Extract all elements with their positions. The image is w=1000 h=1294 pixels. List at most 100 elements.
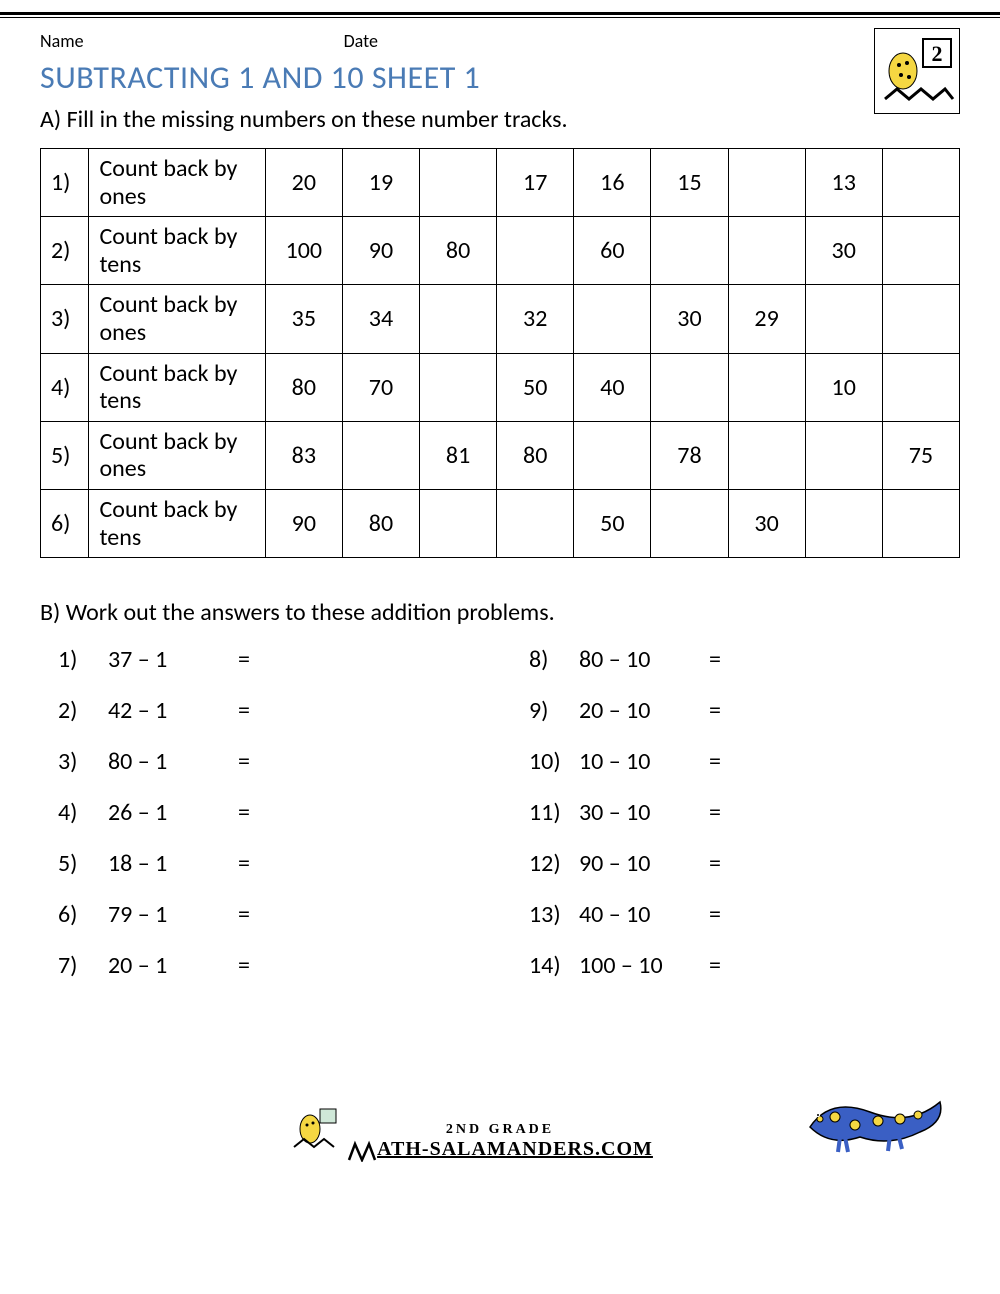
problem-number: 1): [58, 645, 108, 674]
track-cell: 29: [728, 285, 805, 353]
problem-expression: 80 – 10: [579, 645, 709, 674]
row-description: Count back by tens: [89, 353, 265, 421]
table-row: 1)Count back by ones201917161513: [41, 149, 960, 217]
row-description: Count back by ones: [89, 149, 265, 217]
track-cell: 15: [651, 149, 728, 217]
problem-number: 9): [529, 696, 579, 725]
problem-number: 11): [529, 798, 579, 827]
footer-m-icon: [347, 1140, 377, 1162]
track-cell: [420, 285, 497, 353]
track-cell: [420, 353, 497, 421]
equals-sign: =: [238, 696, 262, 725]
equals-sign: =: [709, 696, 733, 725]
problems-columns: 1)37 – 1=2)42 – 1=3)80 – 1=4)26 – 1=5)18…: [40, 645, 960, 1002]
worksheet-page: Name Date SUBTRACTING 1 AND 10 SHEET 1 2…: [0, 26, 1000, 1182]
header: Name Date SUBTRACTING 1 AND 10 SHEET 1 2: [40, 26, 960, 105]
track-cell: [651, 217, 728, 285]
problem-number: 14): [529, 951, 579, 980]
equals-sign: =: [709, 645, 733, 674]
track-cell: [651, 489, 728, 557]
track-cell: [805, 285, 882, 353]
equals-sign: =: [709, 798, 733, 827]
problems-right-column: 8)80 – 10=9)20 – 10=10)10 – 10=11)30 – 1…: [529, 645, 960, 1002]
grade-logo: 2: [874, 28, 960, 114]
problem-row: 14)100 – 10=: [529, 951, 960, 980]
row-description: Count back by tens: [89, 489, 265, 557]
problem-row: 1)37 – 1=: [58, 645, 489, 674]
name-date-row: Name Date: [40, 30, 960, 52]
problem-row: 5)18 – 1=: [58, 849, 489, 878]
track-cell: 30: [728, 489, 805, 557]
equals-sign: =: [238, 645, 262, 674]
equals-sign: =: [709, 900, 733, 929]
table-row: 2)Count back by tens10090806030: [41, 217, 960, 285]
problem-row: 8)80 – 10=: [529, 645, 960, 674]
problem-number: 4): [58, 798, 108, 827]
row-number: 5): [41, 421, 89, 489]
problem-row: 7)20 – 1=: [58, 951, 489, 980]
track-cell: 34: [342, 285, 419, 353]
track-cell: [574, 285, 651, 353]
track-cell: 16: [574, 149, 651, 217]
problem-number: 5): [58, 849, 108, 878]
problem-expression: 18 – 1: [108, 849, 238, 878]
track-cell: 80: [497, 421, 574, 489]
footer-text-block: 2ND GRADE ATH-SALAMANDERS.COM: [347, 1122, 653, 1162]
track-cell: 70: [342, 353, 419, 421]
problem-expression: 40 – 10: [579, 900, 709, 929]
track-cell: [651, 353, 728, 421]
row-description: Count back by tens: [89, 217, 265, 285]
track-cell: 13: [805, 149, 882, 217]
page-footer: 2ND GRADE ATH-SALAMANDERS.COM: [40, 1072, 960, 1162]
footer-site-row: ATH-SALAMANDERS.COM: [347, 1138, 653, 1162]
track-cell: [497, 217, 574, 285]
row-number: 2): [41, 217, 89, 285]
track-cell: 10: [805, 353, 882, 421]
problem-row: 6)79 – 1=: [58, 900, 489, 929]
equals-sign: =: [238, 747, 262, 776]
problem-expression: 100 – 10: [579, 951, 709, 980]
problem-row: 9)20 – 10=: [529, 696, 960, 725]
problem-expression: 37 – 1: [108, 645, 238, 674]
problem-expression: 80 – 1: [108, 747, 238, 776]
track-cell: [420, 149, 497, 217]
problem-expression: 42 – 1: [108, 696, 238, 725]
track-cell: [728, 421, 805, 489]
track-cell: [805, 489, 882, 557]
row-number: 6): [41, 489, 89, 557]
track-cell: [728, 149, 805, 217]
footer-grade: 2ND GRADE: [347, 1122, 653, 1138]
track-cell: 75: [882, 421, 959, 489]
track-cell: 30: [805, 217, 882, 285]
track-cell: 60: [574, 217, 651, 285]
problem-expression: 20 – 10: [579, 696, 709, 725]
problem-row: 2)42 – 1=: [58, 696, 489, 725]
footer-salamander-small-icon: [290, 1101, 340, 1156]
equals-sign: =: [709, 951, 733, 980]
problem-row: 4)26 – 1=: [58, 798, 489, 827]
section-b-instruction: B) Work out the answers to these additio…: [40, 598, 960, 627]
problem-row: 10)10 – 10=: [529, 747, 960, 776]
page-top-rule: [0, 12, 1000, 18]
track-cell: 30: [651, 285, 728, 353]
track-cell: [574, 421, 651, 489]
section-b: B) Work out the answers to these additio…: [40, 598, 960, 1002]
track-cell: [728, 217, 805, 285]
track-cell: [882, 285, 959, 353]
track-cell: [882, 353, 959, 421]
problem-number: 8): [529, 645, 579, 674]
page-title: SUBTRACTING 1 AND 10 SHEET 1: [40, 58, 960, 97]
number-tracks-table: 1)Count back by ones2019171615132)Count …: [40, 148, 960, 558]
problem-number: 7): [58, 951, 108, 980]
equals-sign: =: [709, 849, 733, 878]
track-cell: [882, 489, 959, 557]
track-cell: [342, 421, 419, 489]
track-cell: 35: [265, 285, 342, 353]
table-row: 3)Count back by ones3534323029: [41, 285, 960, 353]
equals-sign: =: [709, 747, 733, 776]
table-row: 5)Count back by ones8381807875: [41, 421, 960, 489]
problem-row: 11)30 – 10=: [529, 798, 960, 827]
track-cell: 80: [420, 217, 497, 285]
footer-salamander-large-icon: [800, 1077, 950, 1162]
table-row: 4)Count back by tens8070504010: [41, 353, 960, 421]
